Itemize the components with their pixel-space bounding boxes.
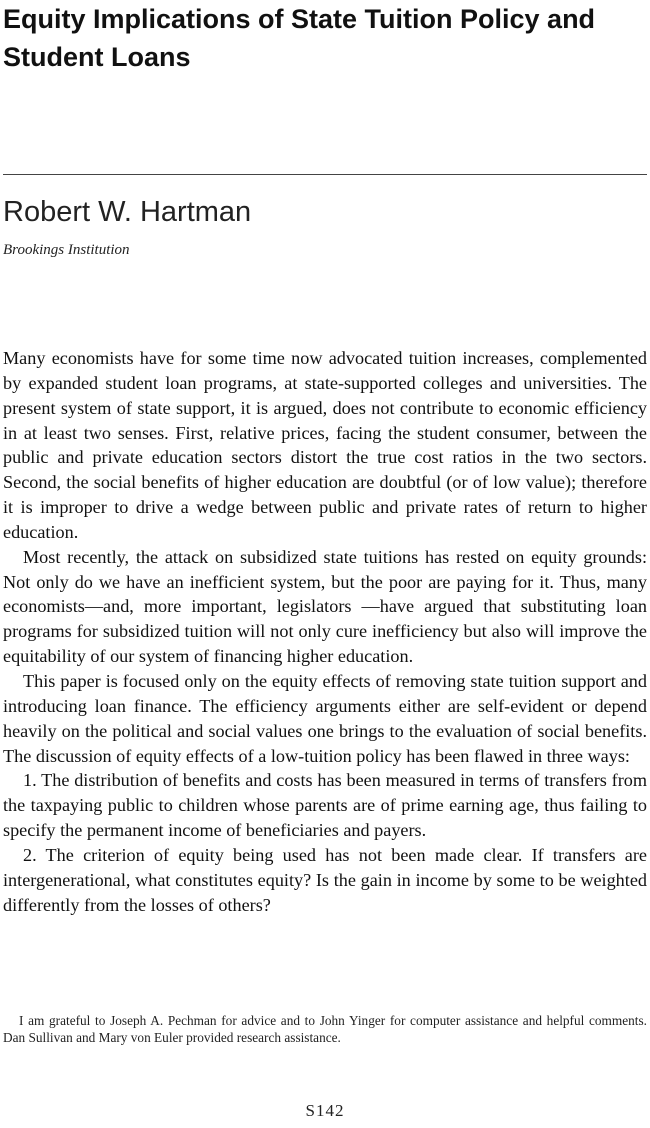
body-paragraph: This paper is focused only on the equity…: [3, 670, 647, 766]
article-body: Many economists have for some time now a…: [3, 346, 647, 917]
body-paragraph: Many economists have for some time now a…: [3, 348, 647, 542]
article-title: Equity Implications of State Tuition Pol…: [3, 4, 596, 72]
page-number: S142: [305, 1101, 345, 1120]
acknowledgement-footnote: I am grateful to Joseph A. Pechman for a…: [3, 1013, 647, 1045]
title-divider: [3, 174, 647, 175]
body-paragraph: 2. The criterion of equity being used ha…: [3, 844, 647, 915]
body-paragraph: 1. The distribution of benefits and cost…: [3, 770, 647, 841]
body-paragraph: Most recently, the attack on subsidized …: [3, 546, 647, 667]
author-affiliation: Brookings Institution: [3, 242, 130, 258]
author-name: Robert W. Hartman: [3, 196, 252, 228]
